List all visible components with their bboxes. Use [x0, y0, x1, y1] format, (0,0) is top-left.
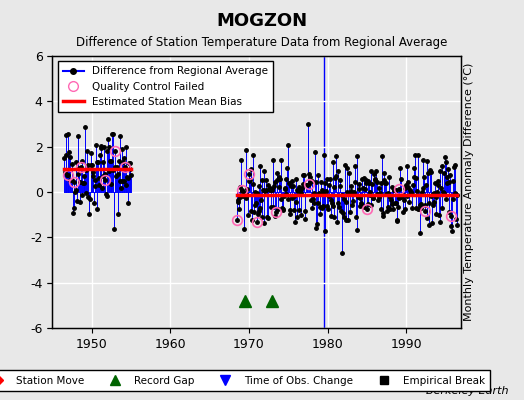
Text: Berkeley Earth: Berkeley Earth — [426, 386, 508, 396]
Legend: Difference from Regional Average, Quality Control Failed, Estimated Station Mean: Difference from Regional Average, Qualit… — [58, 61, 273, 112]
Text: Difference of Station Temperature Data from Regional Average: Difference of Station Temperature Data f… — [77, 36, 447, 49]
Legend: Station Move, Record Gap, Time of Obs. Change, Empirical Break: Station Move, Record Gap, Time of Obs. C… — [0, 370, 490, 391]
Y-axis label: Monthly Temperature Anomaly Difference (°C): Monthly Temperature Anomaly Difference (… — [464, 63, 474, 321]
Text: MOGZON: MOGZON — [216, 12, 308, 30]
